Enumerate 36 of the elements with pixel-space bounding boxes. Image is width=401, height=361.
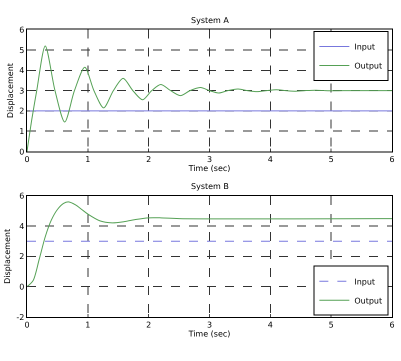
y-tick-label: 4 [19,222,24,231]
legend-label: Output [354,62,382,71]
chart-title: System B [191,182,229,191]
x-tick-label: 2 [146,155,152,164]
x-tick-label: 1 [85,320,90,330]
y-axis-title: Displacement [3,228,12,284]
y-tick-label: 4 [19,66,24,76]
x-axis-title: Time (sec) [188,330,230,339]
x-tick-label: 5 [328,320,334,330]
y-tick-label: 2 [19,106,24,116]
x-tick-label: 3 [206,320,212,330]
x-tick-label: 6 [389,155,395,164]
line-series [27,201,392,288]
x-tick-label: 5 [328,155,334,164]
y-tick-label: 5 [19,46,24,55]
y-tick-label: 3 [19,86,24,96]
y-tick-label: 0 [19,147,24,156]
y-tick-label: -2 [16,312,24,322]
y-axis-title: Displacement [6,63,16,118]
y-tick-label: 2 [19,252,24,262]
legend-label: Input [354,277,376,286]
x-tick-label: 3 [206,155,212,164]
x-tick-label: 4 [268,320,273,330]
y-tick-label: 6 [19,192,24,201]
y-tick-label: 0 [19,282,24,292]
x-tick-label: 2 [146,320,152,330]
y-tick-label: 6 [19,26,24,35]
y-tick-label: 1 [19,126,24,136]
legend-label: Output [354,296,382,306]
x-tick-label: 4 [268,155,273,164]
x-tick-label: 6 [389,320,395,330]
x-axis-title: Time (sec) [188,164,230,174]
legend-label: Input [354,42,376,52]
line-series [27,45,392,152]
chart-title: System A [191,16,230,25]
x-tick-label: 1 [85,155,90,164]
